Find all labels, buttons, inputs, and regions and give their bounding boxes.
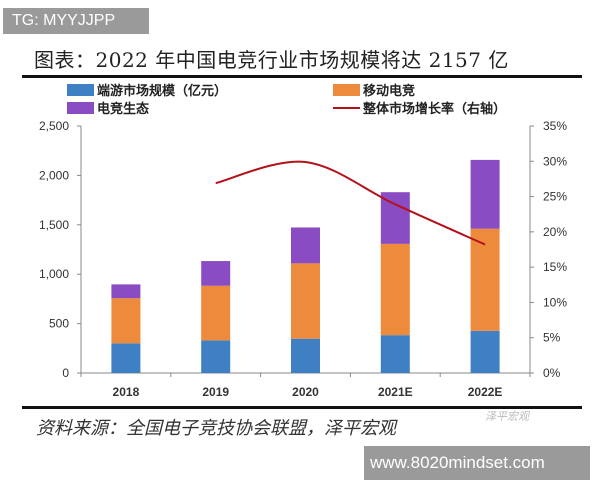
y2-tick-label: 15%: [543, 260, 567, 274]
logo: 泽平宏观: [485, 410, 529, 423]
legend-label-1: 移动电竞: [363, 83, 415, 99]
y2-tick-label: 30%: [543, 154, 567, 168]
y-tick-label: 2,000: [39, 168, 69, 182]
bar-1-2021E: [380, 243, 410, 336]
x-tick-label: 2019: [202, 385, 229, 399]
y-tick-label: 2,500: [39, 119, 69, 133]
growth-rate-line: [215, 160, 486, 246]
chart: 0 500 1,000 1,500 2,000 2,500 0% 5% 10% 15% 20% 25%…: [39, 83, 567, 399]
y2-tick-label: 25%: [543, 190, 567, 204]
y2-tick-label: 0%: [543, 366, 561, 380]
x-tick-label: 2021E: [378, 385, 413, 399]
legend-swatch-1: [333, 84, 360, 96]
legend-swatch-2: [67, 102, 94, 114]
chart-title: 图表：2022 年中国电竞行业市场规模将达 2157 亿: [34, 48, 509, 72]
bar-0-2018: [111, 343, 141, 373]
y-tick-label: 0: [62, 366, 69, 380]
legend-swatch-0: [67, 84, 94, 96]
bar-2-2020: [291, 227, 320, 264]
title-rule: [22, 75, 582, 78]
legend-label-2: 电竞生态: [97, 101, 149, 117]
watermark: TG: MYYJJPP: [3, 8, 149, 34]
bar-0-2019: [201, 340, 231, 373]
y2-tick-label: 35%: [543, 119, 567, 133]
bar-1-2022E: [470, 228, 500, 331]
y-tick-label: 1,500: [39, 218, 69, 232]
x-tick-label: 2018: [113, 385, 140, 399]
y2-tick-label: 5%: [543, 331, 561, 345]
bar-1-2018: [111, 298, 141, 344]
x-tick-label: 2020: [292, 385, 319, 399]
bar-2-2018: [111, 284, 141, 299]
bar-0-2020: [291, 338, 320, 373]
bar-0-2021E: [380, 335, 410, 373]
x-tick-label: 2022E: [468, 385, 503, 399]
source-rule: [22, 406, 582, 409]
bar-1-2019: [201, 285, 231, 341]
bar-0-2022E: [470, 330, 500, 373]
legend-label-3: 整体市场增长率（右轴）: [362, 101, 506, 117]
bar-2-2019: [201, 261, 231, 286]
bar-1-2020: [291, 263, 320, 339]
bar-2-2022E: [470, 159, 500, 229]
legend-label-0: 端游市场规模（亿元）: [97, 83, 227, 99]
y-tick-label: 1,000: [39, 267, 69, 281]
y2-tick-label: 20%: [543, 225, 567, 239]
source-note: 资料来源：全国电子竞技协会联盟，泽平宏观: [36, 418, 396, 439]
y-tick-label: 500: [49, 317, 69, 331]
y2-tick-label: 10%: [543, 295, 567, 309]
site-watermark: www.8020mindset.com: [364, 446, 590, 480]
bar-2-2021E: [380, 192, 410, 244]
